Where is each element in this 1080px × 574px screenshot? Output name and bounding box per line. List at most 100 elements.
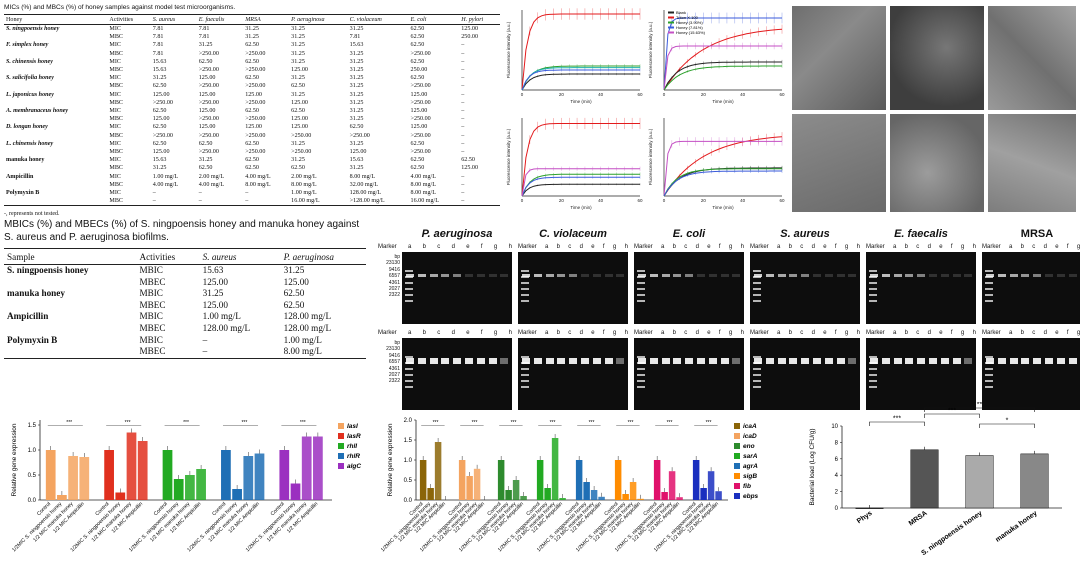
table1-cell: 15.63 (152, 67, 167, 74)
marker-band (405, 386, 413, 388)
table2-cell: MBIC (139, 334, 163, 345)
bar (279, 450, 290, 500)
table1-cell (4, 115, 107, 123)
marker-band (637, 386, 645, 388)
fluorescence-curve (521, 123, 640, 197)
table2-cell: Polymyxin B (7, 334, 58, 345)
bar (466, 476, 473, 500)
table1-header-cell: Activities (107, 14, 151, 25)
legend-label: Blank (676, 10, 686, 15)
table1-cell: 31.25 (349, 99, 364, 106)
sem-image-1 (792, 6, 886, 110)
lane-label: g (728, 330, 733, 336)
table1-cell: – (243, 197, 290, 207)
table1-cell: 62.50 (410, 58, 425, 65)
table1-cell: 128.00 mg/L (349, 190, 382, 197)
table1-cell: Ampicillin (6, 173, 34, 180)
bp-label: bp (394, 340, 400, 346)
bar (68, 456, 78, 500)
y-tick-label: 0.0 (404, 498, 413, 504)
legend-label: lasR (347, 433, 361, 440)
table1-cell: 62.50 (349, 124, 364, 131)
legend-swatch (734, 423, 740, 429)
lane-label: Marker (866, 244, 885, 250)
lane-label: Marker (634, 330, 653, 336)
table1-cell: – (461, 124, 465, 131)
table1-cell: manuka honey (6, 157, 45, 164)
significance-bracket (924, 407, 1035, 412)
lane-label: e (1055, 330, 1059, 336)
legend-label: eno (743, 443, 755, 450)
marker-band (637, 356, 645, 358)
table1-cell: 31.25 (291, 157, 305, 164)
significance-mark: *** (183, 420, 189, 426)
legend-swatch (734, 493, 740, 499)
lane-label: e (466, 244, 470, 250)
legend-swatch (338, 443, 344, 449)
table1-cell: 250.00 (461, 34, 479, 41)
table1-cell: MIC (109, 26, 121, 32)
lane-label: d (811, 244, 815, 250)
gel-band (813, 274, 821, 277)
virulence-gene-chart: 0.0 0.5 1.0 1.5 2.0 Relative gene expression C… (380, 402, 772, 572)
y-tick-label: 2.0 (404, 418, 413, 424)
bar (583, 482, 590, 500)
table1-row: MBC >250.00 >250.00 >250.00 >250.00 >250.00 >2… (4, 132, 500, 140)
marker-band (521, 276, 529, 278)
significance-mark: ** (977, 402, 983, 409)
lane-label: f (602, 330, 605, 336)
table2-row: MBEC –8.00 mg/L (4, 346, 366, 359)
table1-cell: 62.50 (410, 75, 425, 82)
significance-bracket (979, 423, 1035, 428)
table1-header-cell: C. violaceum (347, 14, 409, 25)
table1-cell: 31.25 (291, 26, 305, 32)
table1-cell: 4.00 mg/L (410, 173, 436, 180)
table1-cell: – (245, 190, 249, 197)
table1-cell: 62.50 (410, 165, 425, 172)
lane-label: a (892, 244, 897, 250)
gel-band (1045, 274, 1053, 277)
significance-mark: *** (628, 420, 634, 426)
table2-cell: 128.00 mg/L (202, 322, 251, 333)
lane-label: f (718, 244, 721, 250)
lane-label: Marker (378, 244, 397, 250)
table1-cell: MIC (109, 140, 121, 147)
table1-cell: >250.00 (410, 83, 431, 90)
table2: Sample Activities S. aureus P. aeruginosa S… (4, 248, 366, 359)
x-tick-label: Phys (856, 510, 874, 525)
bp-size: 9416 (388, 352, 400, 359)
gel-band (720, 358, 729, 364)
lane-label: d (1043, 244, 1047, 250)
gel-band (929, 274, 937, 277)
fluorescence-curve (663, 28, 783, 91)
table1-cell: 125.00 (291, 116, 308, 123)
table1-cell: 62.50 (245, 42, 259, 49)
marker-band (405, 368, 413, 370)
lane-label: a (407, 244, 412, 250)
bar (637, 498, 644, 500)
table1-cell: 62.50 (152, 124, 167, 131)
table1-cell: >250.00 (152, 99, 173, 106)
x-tick-label: 40 (598, 198, 604, 203)
table1-cell: S. ningpoensis honey (6, 26, 60, 32)
table1-cell (4, 132, 107, 140)
marker-band (637, 380, 645, 382)
marker-band (753, 270, 761, 272)
significance-mark: *** (472, 420, 478, 426)
gel-band (417, 274, 426, 277)
table1-cell: 31.25 (198, 157, 213, 164)
table1-cell: >250.00 (245, 116, 266, 123)
gel-title: E. faecalis (894, 228, 948, 240)
lane-label: f (718, 330, 721, 336)
table1-cell: 31.25 (291, 75, 305, 82)
table1-cell: MIC (109, 108, 121, 115)
table2-cell: MBIC (139, 265, 163, 275)
marker-band (985, 386, 993, 388)
sem-image-5 (890, 114, 984, 212)
gel-band (488, 358, 497, 364)
marker-band (637, 300, 645, 302)
significance-mark: *** (706, 420, 712, 426)
marker-band (869, 294, 877, 296)
table1-cell: 125.00 (461, 26, 479, 32)
table1-cell: 1.00 mg/L (152, 173, 179, 180)
